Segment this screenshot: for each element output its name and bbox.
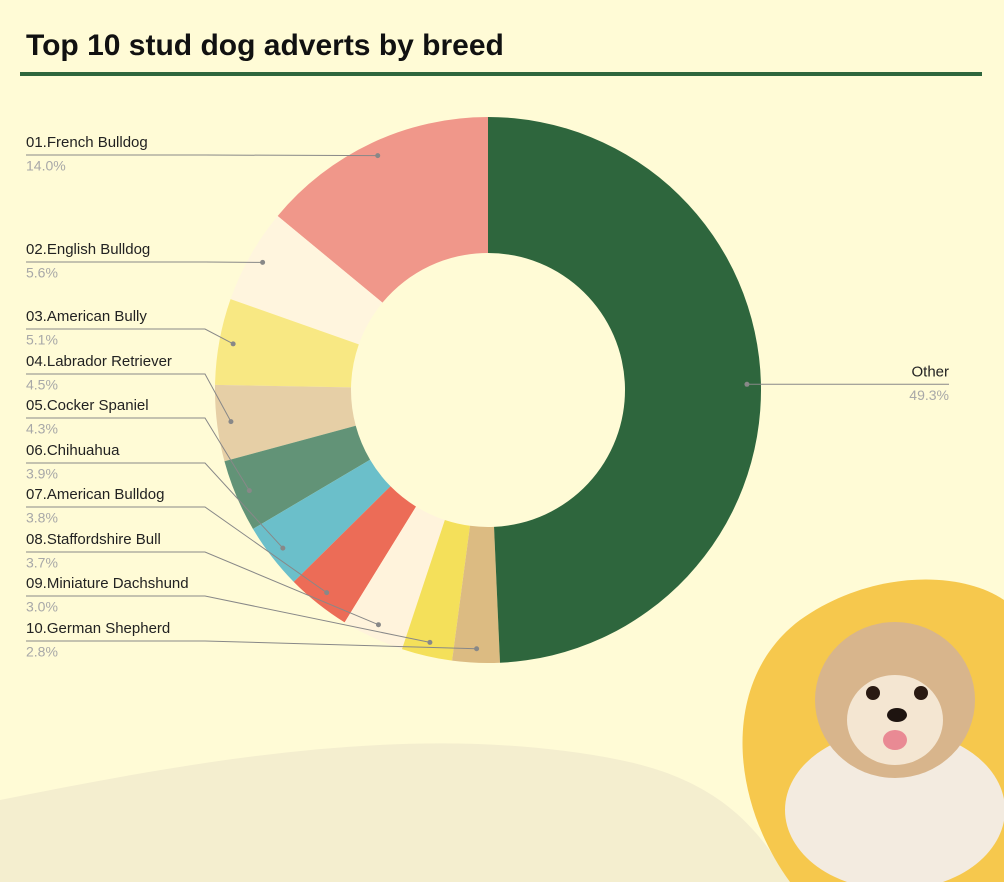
category-label: Other xyxy=(911,363,949,380)
leader-line xyxy=(26,640,477,650)
dog xyxy=(785,622,1004,882)
leader-line xyxy=(26,462,284,549)
category-label: 08.Staffordshire Bull xyxy=(26,531,161,548)
value-label: 14.0% xyxy=(26,158,66,174)
leader-line xyxy=(26,506,327,594)
value-label: 4.5% xyxy=(26,377,58,393)
chart-title: Top 10 stud dog adverts by breed xyxy=(26,29,504,62)
leader-line xyxy=(26,328,234,345)
donut-segment xyxy=(215,384,356,462)
value-label: 4.3% xyxy=(26,421,58,437)
donut-segment xyxy=(224,425,371,529)
title-rule xyxy=(20,72,982,76)
leader-line xyxy=(26,373,232,422)
leader-dot xyxy=(228,419,234,425)
leader-dot xyxy=(246,488,252,494)
donut-segment xyxy=(488,117,761,663)
leader-dot xyxy=(324,590,330,596)
value-label: 3.8% xyxy=(26,510,58,526)
leader-dot xyxy=(375,153,381,159)
leader-line xyxy=(26,595,431,643)
value-label: 49.3% xyxy=(909,387,949,403)
wave xyxy=(0,743,790,882)
category-label: 07.American Bulldog xyxy=(26,486,164,503)
donut-segment xyxy=(230,215,383,345)
donut-segment xyxy=(277,117,488,303)
value-label: 5.1% xyxy=(26,332,58,348)
donut-segment xyxy=(293,486,417,623)
donut-segment xyxy=(253,459,391,582)
category-label: 09.Miniature Dachshund xyxy=(26,575,189,592)
leader-dot xyxy=(474,646,480,652)
category-label: 03.American Bully xyxy=(26,308,147,325)
donut-segment xyxy=(215,299,359,388)
category-label: 01.French Bulldog xyxy=(26,134,148,151)
value-label: 3.7% xyxy=(26,555,58,571)
value-label: 3.0% xyxy=(26,599,58,615)
leader-dot xyxy=(280,545,286,551)
category-label: 04.Labrador Retriever xyxy=(26,353,172,370)
donut-segment xyxy=(452,525,501,663)
leader-dot xyxy=(744,381,750,387)
category-label: 02.English Bulldog xyxy=(26,241,150,258)
leader-dot xyxy=(230,341,236,347)
category-label: 05.Cocker Spaniel xyxy=(26,397,149,414)
value-label: 5.6% xyxy=(26,265,58,281)
category-label: 06.Chihuahua xyxy=(26,442,120,459)
leader-line xyxy=(26,154,378,157)
leader-dot xyxy=(427,639,433,645)
donut-segment xyxy=(344,506,445,650)
value-label: 2.8% xyxy=(26,644,58,660)
value-label: 3.9% xyxy=(26,466,58,482)
leader-line xyxy=(26,551,379,626)
donut-segment xyxy=(402,520,470,661)
leader-dot xyxy=(260,259,266,265)
category-label: 10.German Shepherd xyxy=(26,620,170,637)
leader-dot xyxy=(375,622,381,628)
leader-line xyxy=(26,417,250,491)
